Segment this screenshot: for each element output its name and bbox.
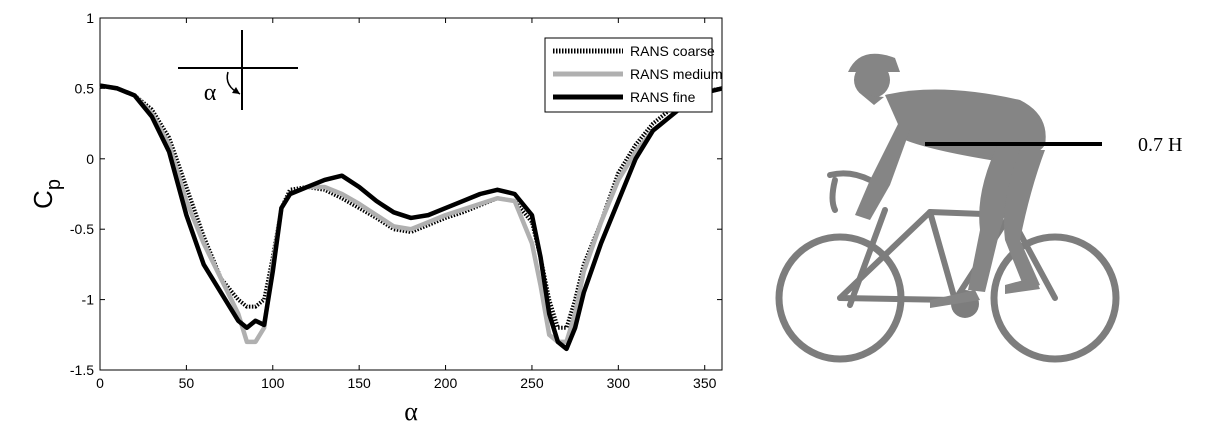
y-tick-label: 0.5	[75, 80, 95, 96]
x-tick-label: 350	[693, 375, 717, 391]
y-axis-label-main: C	[28, 190, 58, 209]
legend-label: RANS coarse	[630, 43, 715, 59]
x-tick-label: 250	[520, 375, 544, 391]
series-line	[99, 83, 723, 345]
series-line	[99, 83, 723, 352]
y-axis-label: Cp	[28, 179, 65, 209]
x-tick-label: 300	[607, 375, 631, 391]
x-tick-label: 50	[179, 375, 195, 391]
x-tick-label: 150	[347, 375, 371, 391]
series-line	[99, 83, 723, 330]
legend-label: RANS fine	[630, 89, 696, 105]
y-axis-label-sub: p	[43, 179, 65, 190]
inset-sketch: α	[178, 30, 298, 110]
y-tick-label: -0.5	[70, 221, 94, 237]
plot-frame	[99, 17, 723, 371]
x-axis-label: α	[404, 397, 418, 426]
x-tick-label: 200	[434, 375, 458, 391]
y-tick-label: 0	[86, 151, 94, 167]
y-tick-label: -1	[82, 292, 95, 308]
x-tick-label: 100	[261, 375, 285, 391]
legend-label: RANS medium	[630, 66, 723, 82]
angle-annotation: α	[204, 80, 217, 106]
x-tick-label: 0	[96, 375, 104, 391]
y-tick-label: -1.5	[70, 362, 94, 378]
y-tick-label: 1	[86, 10, 94, 26]
cyclist-illustration	[775, 53, 1120, 363]
height-label: 0.7 H	[1138, 134, 1182, 156]
